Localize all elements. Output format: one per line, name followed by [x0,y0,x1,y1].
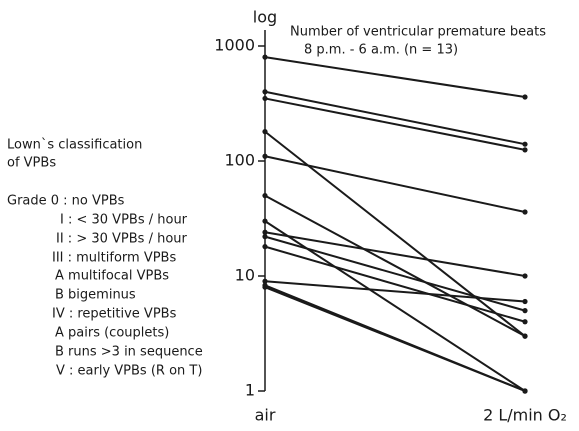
note: II : > 30 VPBs / hour [56,232,188,247]
point [522,298,528,305]
note: B bigeminus [55,288,136,303]
point [262,153,268,159]
point [522,308,528,314]
point [262,218,268,224]
note: B runs >3 in sequence [55,345,203,360]
point [522,333,528,339]
point [262,278,268,284]
series-line [264,245,526,323]
point [522,147,528,153]
series-line [264,286,526,392]
point [522,141,528,147]
y-tick-label: 1 [245,381,255,400]
note: V : early VPBs (R on T) [56,364,202,379]
y-tick-label: 10 [235,266,255,285]
y-axis-label: log [253,8,277,27]
point [522,94,528,100]
point [262,89,268,95]
series-line [264,90,526,146]
point [262,284,268,290]
point [262,95,268,102]
point [262,244,268,250]
note: IV : repetitive VPBs [52,307,177,322]
y-tick-label: 100 [224,151,255,170]
point [262,129,268,135]
series-line [264,280,526,303]
series-line [264,231,526,277]
point [522,273,528,279]
note: III : multiform VPBs [52,251,176,266]
point [522,209,528,215]
series-line [264,155,526,214]
note: I : < 30 VPBs / hour [60,213,188,228]
chart-subtitle: 8 p.m. - 6 a.m. (n = 13) [304,43,458,58]
point [262,54,268,60]
x-tick-label: air [255,406,276,425]
chart-title: Number of ventricular premature beats [290,25,546,40]
point [262,234,268,240]
series-line [264,56,526,99]
series-line [264,97,526,151]
point [262,193,268,199]
note: A pairs (couplets) [55,326,169,341]
note: Grade 0 : no VPBs [7,194,125,209]
x-tick-label: 2 L/min O₂ [483,406,567,425]
note: of VPBs [7,156,56,171]
y-tick-label: 1000 [214,36,255,55]
note: Lown`s classification [7,138,142,153]
point [522,319,528,325]
point [262,229,268,235]
series-line [264,235,526,312]
series-line [264,194,526,338]
point [522,388,528,394]
note: A multifocal VPBs [55,269,169,284]
